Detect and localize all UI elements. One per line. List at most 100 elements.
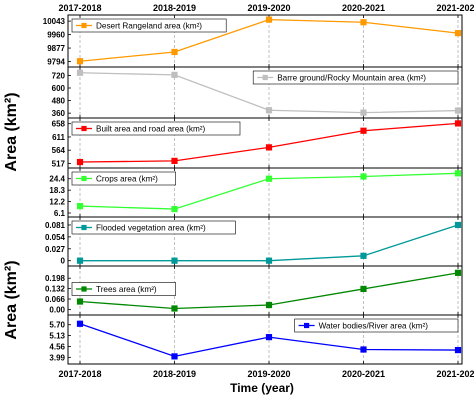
y-tick-label: 658 [52,120,66,129]
panel-7: 5.70 5.134.56 3.99 Water bodies/River area … [49,314,463,365]
bottom-category-label: 2018-2019 [153,369,196,379]
y-tick-label: 5.70 [49,321,65,330]
bottom-category-labels: 2017-2018 2018-2019 2019-2020 2020-2021 2021… [58,369,474,379]
legend-box [71,121,241,136]
panel-frame [67,314,463,365]
top-category-label: 2018-2019 [153,3,196,13]
data-point [454,30,462,37]
legend-box [71,220,236,235]
top-category-label: 2021-2022 [436,3,474,13]
legend-label: Crops area (km²) [96,175,158,184]
data-point [265,301,273,309]
data-point [265,334,273,341]
y-tick-label: 6.1 [54,209,66,218]
data-point [360,285,367,293]
y-tick-label: 611 [52,133,65,142]
data-point [76,320,84,327]
legend-label: Flooded vegetation area (km²) [96,224,206,233]
y-tick-label: 4.56 [49,342,65,351]
data-point [360,109,367,116]
legend-marker [81,125,87,132]
data-point [265,16,273,23]
y-tick-label: 360 [52,109,66,118]
data-point [360,19,367,26]
y-tick-label: 0.081 [45,221,66,230]
bottom-category-label: 2017-2018 [58,369,101,379]
y-tick-label: 18.3 [49,186,65,195]
legend: Flooded vegetation area (km²) [71,220,236,235]
legend-label: Desert Rangeland area (km²) [96,22,202,31]
y-axis-title-lower: Area (km²) [3,260,20,339]
legend: Water bodies/River area (km²) [294,318,459,333]
y-tick-label: 0.198 [45,274,66,283]
legend-label: Built area and road area (km²) [96,125,205,134]
y-tick-label: 24.4 [49,175,65,184]
y-tick-label: 0 [61,257,66,266]
data-point [454,170,462,177]
legend-box [71,282,176,296]
y-axis-title-upper: Area (km²) [3,92,20,171]
data-point [454,346,462,354]
legend-box [71,171,176,186]
top-category-labels: 2017-2018 2018-2019 2019-2020 2020-2021 2021… [58,3,474,13]
top-category-label: 2020-2021 [342,3,385,13]
legend-box [252,70,459,85]
data-point [171,305,178,312]
legend-label: Trees area (km²) [96,285,157,294]
data-point [265,257,273,264]
data-point [360,173,367,180]
y-tick-label: 720 [52,71,66,80]
legend-marker [81,286,87,292]
data-point [171,157,178,164]
y-tick-label: 0.054 [45,233,66,242]
y-tick-label: 5.13 [49,332,65,341]
y-tick-label: 9960 [47,31,65,40]
data-point [171,205,178,213]
y-tick-label: 480 [52,97,66,106]
legend-box [294,318,459,333]
panel-2: 720 600 480 360 Barre ground/Rocky Mountain … [52,66,463,119]
data-point [76,298,84,305]
y-tick-label: 0.066 [45,295,66,304]
legend-marker [262,74,268,81]
data-point [76,58,84,65]
data-point [171,257,178,264]
legend: Barre ground/Rocky Mountain area (km²) [252,70,459,85]
legend: Desert Rangeland area (km²) [71,18,227,33]
data-point [454,269,462,276]
data-point [265,144,273,151]
y-tick-label: 0.132 [45,285,66,294]
data-point [454,221,462,229]
y-tick-label: 0.027 [45,245,66,254]
data-point [171,353,178,360]
y-tick-label: 9794 [47,58,65,67]
panel-5: 0.081 0.054 0.027 0 Flooded vegetation area … [45,216,463,267]
legend-marker [81,224,87,231]
panel-4: 24.4 18.3 12.2 6.1 Crops area (km²) [49,167,463,218]
y-tick-label: 12.2 [49,198,65,207]
data-point [171,48,178,56]
legend: Built area and road area (km²) [71,121,241,136]
top-category-label: 2017-2018 [58,3,101,13]
data-point [76,257,84,264]
legend: Trees area (km²) [71,282,176,296]
y-tick-label: 3.99 [49,353,65,362]
y-tick-label: 600 [52,84,66,93]
x-axis-title: Time (year) [230,381,294,395]
data-point [360,346,367,353]
legend-marker [304,322,310,329]
data-point [265,175,273,182]
y-tick-label: 9877 [47,44,65,53]
data-point [454,120,462,127]
panel-1: 10043 9960 9877 9794 Desert Rangeland area (… [43,14,463,68]
data-point [265,107,273,114]
data-point [76,69,84,76]
legend-label: Water bodies/River area (km²) [319,322,429,331]
y-tick-label: 0.00 [49,305,65,314]
data-point [76,158,84,166]
bottom-category-label: 2020-2021 [342,369,385,379]
top-category-label: 2019-2020 [247,3,290,13]
y-tick-label: 564 [52,146,66,155]
